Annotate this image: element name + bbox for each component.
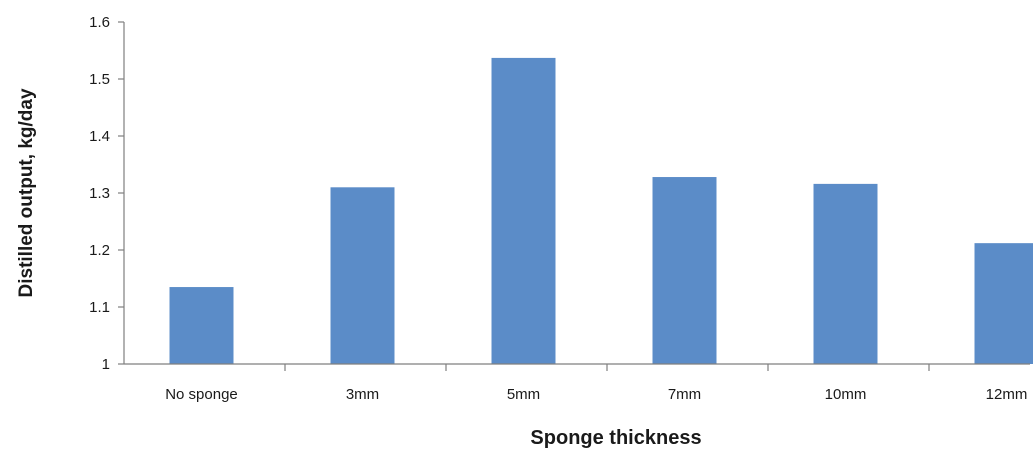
bar — [492, 58, 556, 364]
y-tick-label: 1.3 — [89, 185, 110, 202]
x-tick-label: 3mm — [346, 386, 379, 403]
axes-layer — [124, 22, 1030, 364]
x-tick-label: 12mm — [986, 386, 1028, 403]
y-ticks: 1 1.1 1.2 1.3 1.4 1.5 1.6 — [89, 14, 124, 373]
y-tick-label: 1.6 — [89, 14, 110, 31]
x-ticks: No sponge 3mm 5mm 7mm 10mm 12mm — [165, 364, 1027, 403]
bar — [170, 287, 234, 364]
bar — [331, 187, 395, 364]
x-tick-label: 10mm — [825, 386, 867, 403]
y-tick-label: 1.2 — [89, 242, 110, 259]
x-tick-label: 5mm — [507, 386, 540, 403]
y-tick-label: 1.1 — [89, 299, 110, 316]
bar — [653, 177, 717, 364]
x-tick-label: No sponge — [165, 386, 238, 403]
y-tick-label: 1.4 — [89, 128, 110, 145]
y-tick-label: 1.5 — [89, 71, 110, 88]
y-tick-label: 1 — [102, 356, 110, 373]
y-axis-title: Distilled output, kg/day — [16, 88, 37, 297]
bar — [975, 243, 1033, 364]
bar — [814, 184, 878, 364]
bars-layer — [170, 58, 1033, 364]
x-axis-title: Sponge thickness — [530, 427, 701, 449]
x-tick-label: 7mm — [668, 386, 701, 403]
